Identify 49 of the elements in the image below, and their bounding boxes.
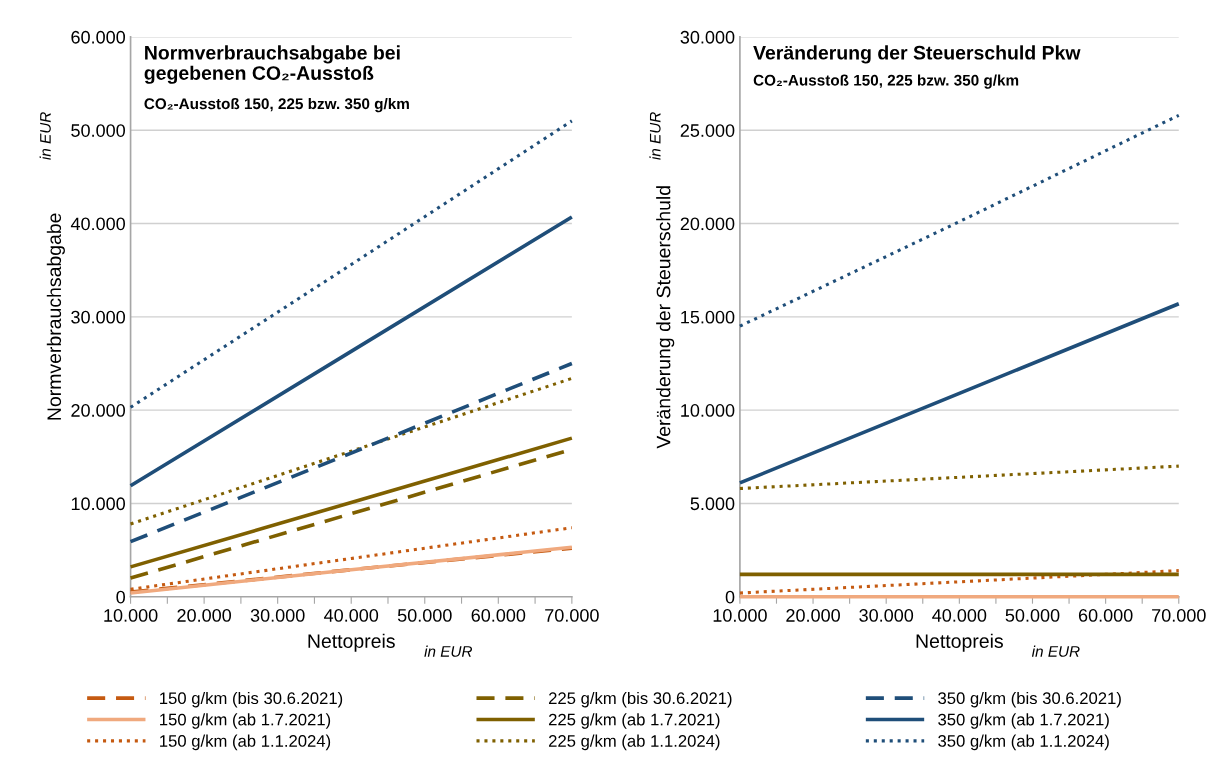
y-tick-label: 10.000 bbox=[681, 404, 735, 417]
y-tick-label: 30.000 bbox=[680, 30, 735, 44]
legend-label: 225 g/km (bis 30.6.2021) bbox=[549, 691, 732, 708]
x-tick-label: 40.000 bbox=[324, 609, 379, 622]
y-tick-label: 15.000 bbox=[681, 310, 735, 324]
y-tick-label: 25.000 bbox=[680, 124, 735, 137]
y-tick-label: 0 bbox=[725, 590, 735, 604]
text: Normverbrauchsabgabe bei gegebenen CO₂-Ausstoß bbox=[144, 45, 400, 84]
x-tick-label: 30.000 bbox=[250, 609, 305, 622]
y-axis-title: Normverbrauchsabgabe bbox=[46, 213, 65, 420]
text: in EUR bbox=[1031, 645, 1080, 657]
legend-label: 350 g/km (bis 30.6.2021) bbox=[938, 691, 1121, 708]
x-tick-label: 60.000 bbox=[1078, 609, 1133, 622]
legend-label: 225 g/km (ab 1.7.2021) bbox=[549, 713, 720, 729]
text: CO₂-Ausstoß 150, 225 bzw. 350 g/km bbox=[144, 97, 409, 113]
y-tick-label: 0 bbox=[116, 590, 126, 604]
y-tick-label: 5.000 bbox=[690, 497, 735, 511]
x-axis-title: Nettopreis bbox=[916, 633, 1003, 652]
text: CO₂-Ausstoß 150, 225 bzw. 350 g/km bbox=[753, 74, 1019, 89]
y-tick-label: 50.000 bbox=[71, 124, 126, 137]
y-axis-title: Veränderung der Steuerschuld bbox=[656, 186, 675, 449]
y-tick-label: 10.000 bbox=[71, 497, 126, 511]
legend-label: 150 g/km (ab 1.1.2024) bbox=[160, 734, 331, 751]
x-tick-label: 10.000 bbox=[713, 609, 767, 622]
legend-label: 350 g/km (ab 1.7.2021) bbox=[938, 713, 1109, 729]
text: in EUR bbox=[424, 645, 473, 657]
legend-label: 150 g/km (ab 1.7.2021) bbox=[160, 713, 331, 729]
x-tick-label: 40.000 bbox=[932, 609, 987, 622]
x-tick-label: 50.000 bbox=[397, 609, 452, 622]
legend-label: 225 g/km (ab 1.1.2024) bbox=[549, 734, 720, 751]
x-tick-label: 30.000 bbox=[859, 609, 914, 622]
y-tick-label: 20.000 bbox=[680, 217, 735, 231]
x-tick-label: 20.000 bbox=[177, 609, 232, 622]
x-tick-label: 50.000 bbox=[1005, 609, 1060, 622]
y-tick-label: 60.000 bbox=[71, 30, 126, 44]
text: in EUR bbox=[649, 112, 661, 160]
x-tick-label: 20.000 bbox=[786, 609, 840, 622]
x-tick-label: 60.000 bbox=[471, 609, 526, 622]
legend-label: 350 g/km (ab 1.1.2024) bbox=[938, 734, 1109, 751]
x-tick-label: 70.000 bbox=[545, 609, 599, 622]
x-tick-label: 10.000 bbox=[104, 609, 158, 622]
y-tick-label: 40.000 bbox=[70, 217, 126, 231]
legend-label: 150 g/km (bis 30.6.2021) bbox=[160, 691, 343, 708]
text: in EUR bbox=[39, 112, 51, 160]
y-tick-label: 20.000 bbox=[71, 404, 126, 417]
y-tick-label: 30.000 bbox=[71, 310, 126, 324]
x-tick-label: 70.000 bbox=[1152, 609, 1206, 622]
x-axis-title: Nettopreis bbox=[308, 633, 395, 652]
chart-title: Veränderung der Steuerschuld Pkw bbox=[753, 45, 1081, 64]
